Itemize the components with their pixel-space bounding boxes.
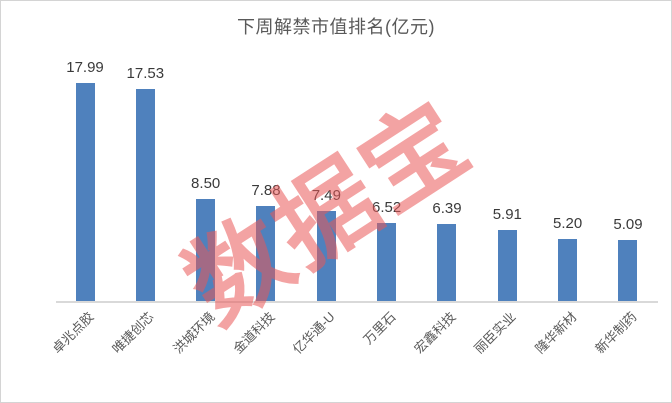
bar-value-label: 6.39 <box>432 200 462 218</box>
category-label: 卓兆点胶 <box>49 309 97 357</box>
chart-title: 下周解禁市值排名(亿元) <box>237 17 435 37</box>
bar <box>75 83 95 302</box>
category-label: 亿华通-U <box>290 309 338 357</box>
category-label: 金道科技 <box>230 309 278 357</box>
bar-value-label: 8.50 <box>191 174 221 192</box>
bar <box>437 224 457 302</box>
bar-value-label: 17.53 <box>126 64 165 82</box>
bar <box>558 238 578 302</box>
bar <box>618 240 638 302</box>
category-label: 唯捷创芯 <box>109 309 157 357</box>
bar <box>316 210 336 302</box>
category-label: 隆华新材 <box>531 309 580 357</box>
bar-value-label: 5.09 <box>613 216 643 234</box>
category-label: 洪城环境 <box>169 309 218 357</box>
x-axis-line <box>56 301 658 303</box>
bar-value-label: 5.20 <box>553 214 583 232</box>
bar-value-label: 17.99 <box>66 59 104 77</box>
category-label: 万里石 <box>360 309 399 348</box>
bar-value-label: 7.88 <box>251 182 281 200</box>
bar <box>377 222 397 302</box>
bar <box>196 198 216 302</box>
bar <box>497 230 517 302</box>
category-label: 新华制药 <box>592 309 640 357</box>
category-label: 丽臣实业 <box>471 309 519 357</box>
bar-value-label: 6.52 <box>372 198 402 216</box>
bar <box>135 88 155 302</box>
bar <box>256 206 276 302</box>
bar-value-label: 5.91 <box>492 206 522 224</box>
category-label: 宏鑫科技 <box>411 309 459 357</box>
bar-value-label: 7.49 <box>311 186 341 204</box>
